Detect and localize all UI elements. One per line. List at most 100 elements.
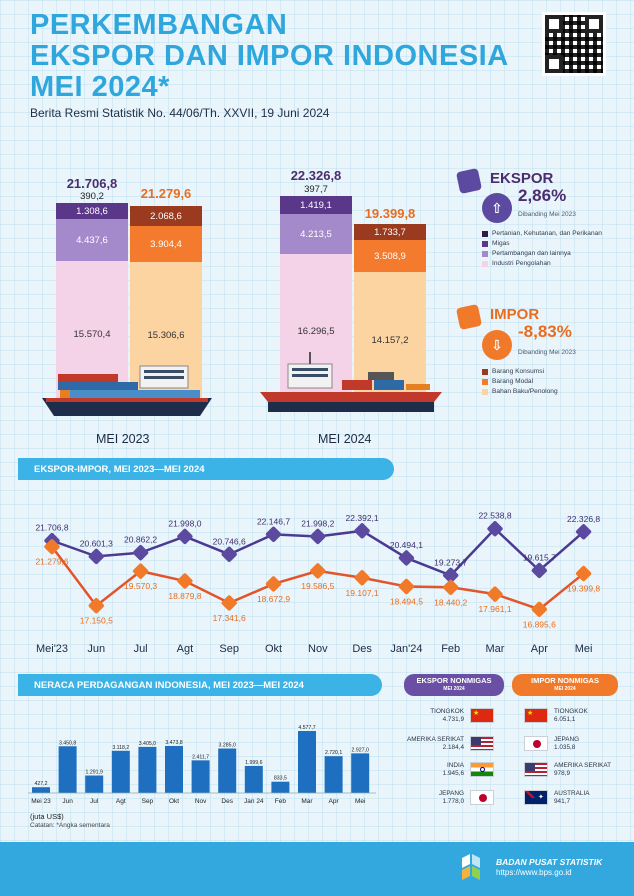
ekspor-pertanian-2024: 397,7	[304, 184, 328, 195]
bar-value-label: 3.473,8	[165, 740, 182, 746]
country-name: JEPANG	[554, 736, 580, 743]
country-name: INDIA	[446, 762, 464, 769]
subtitle: Berita Resmi Statistik No. 44/06/Th. XXV…	[30, 106, 330, 120]
bar	[191, 760, 210, 793]
arrow-up-icon: ⇧	[482, 193, 512, 223]
bar-value-label: 2.720,1	[325, 750, 342, 756]
bps-logo-icon[interactable]	[456, 852, 486, 882]
bar-value-label: 3.405,0	[139, 741, 156, 747]
agency-url[interactable]: https://www.bps.go.id	[496, 868, 572, 877]
ekspor-note: Dibanding Mei 2023	[518, 211, 576, 218]
seg-konsumsi: 2.068,6	[130, 206, 202, 226]
seg-pertambangan: 4.437,6	[56, 219, 128, 261]
qr-corner	[545, 55, 563, 73]
usa-flag-icon	[524, 762, 548, 777]
country-value: 2.184,4	[442, 744, 464, 751]
bar	[271, 781, 290, 793]
label-may-2024: MEI 2024	[318, 432, 372, 446]
country-entry: JEPANG 1.778,0	[398, 790, 464, 806]
country-name: TIONGKOK	[554, 708, 588, 715]
legend-bahan-baku: Bahan Baku/Penolong	[482, 388, 558, 395]
ekspor-nonmigas-pill: EKSPOR NONMIGAS MEI 2024	[404, 674, 504, 696]
bar-category-label: Sep	[142, 798, 154, 805]
bar	[58, 746, 77, 793]
bar-value-label: 3.285,0	[219, 743, 236, 749]
qr-corner	[545, 15, 563, 33]
line-section-banner: EKSPOR-IMPOR, MEI 2023—MEI 2024	[18, 458, 394, 480]
page-title: PERKEMBANGAN EKSPOR DAN IMPOR INDONESIA …	[30, 10, 509, 103]
seg-modal: 3.508,9	[354, 240, 426, 272]
title-line-2: EKSPOR DAN IMPOR INDONESIA	[30, 40, 509, 72]
bar-value-label: 1.291,9	[86, 770, 103, 776]
legend-pertambangan: Pertambangan dan lainnya	[482, 250, 571, 257]
country-name: AUSTRALIA	[554, 790, 590, 797]
bar-value-label: 833,5	[274, 776, 287, 782]
seg-migas: 1.419,1	[280, 196, 352, 214]
country-name: TIONGKOK	[430, 708, 464, 715]
bar	[85, 775, 104, 793]
country-value: 4.731,9	[442, 716, 464, 723]
impor-total-2023: 21.279,6	[140, 186, 192, 201]
footnote: Catatan: *Angka sementara	[30, 822, 110, 829]
bar-category-label: Jul	[90, 798, 99, 805]
country-value: 1.778,0	[442, 798, 464, 805]
legend-migas: Migas	[482, 240, 510, 247]
country-entry: TIONGKOK 6.051,1	[554, 708, 626, 724]
seg-modal: 3.904,4	[130, 226, 202, 262]
japan-flag-icon	[524, 736, 548, 751]
bar	[324, 756, 343, 793]
country-entry: JEPANG 1.035,8	[554, 736, 626, 752]
impor-title: IMPOR	[490, 306, 540, 323]
footer-bar	[0, 842, 634, 896]
bar-value-label: 2.927,0	[352, 747, 369, 753]
title-line-3: MEI 2024*	[30, 71, 170, 103]
india-flag-icon	[470, 762, 494, 777]
country-value: 1.035,8	[554, 744, 576, 751]
title-line-1: PERKEMBANGAN	[30, 9, 288, 41]
cargo-ship-icon	[260, 352, 442, 412]
seg-konsumsi: 1.733,7	[354, 224, 426, 240]
bar	[111, 750, 130, 793]
qr-code-icon[interactable]	[542, 12, 606, 76]
japan-flag-icon	[470, 790, 494, 805]
bar-category-label: Mei 23	[31, 798, 51, 805]
bar-category-label: Mar	[301, 798, 313, 805]
bar-category-label: Apr	[329, 798, 340, 805]
country-entry: INDIA 1.945,6	[398, 762, 464, 778]
bar-value-label: 1.999,6	[245, 760, 262, 766]
country-name: AMERIKA SERIKAT	[406, 736, 464, 743]
impor-growth: -8,83%	[518, 322, 572, 341]
bar	[298, 731, 316, 793]
impor-note: Dibanding Mei 2023	[518, 349, 576, 356]
bar-value-label: 2.411,7	[192, 754, 209, 760]
bar-category-label: Jun	[62, 798, 73, 805]
country-value: 6.051,1	[554, 716, 576, 723]
china-flag-icon: ★	[524, 708, 548, 723]
ekspor-title: EKSPOR	[490, 170, 554, 187]
legend-pertanian: Pertanian, Kehutanan, dan Perikanan	[482, 230, 602, 237]
bar	[244, 765, 263, 793]
country-name: AMERIKA SERIKAT	[554, 762, 612, 769]
impor-nonmigas-pill: IMPOR NONMIGAS MEI 2024	[512, 674, 618, 696]
legend-industri: Industri Pengolahan	[482, 260, 551, 267]
label-may-2023: MEI 2023	[96, 432, 150, 446]
bar-category-label: Agt	[116, 798, 126, 805]
country-value: 941,7	[554, 798, 570, 805]
bar-value-label: 3.118,2	[112, 745, 129, 751]
ekspor-growth: 2,86%	[518, 186, 567, 205]
arrow-down-icon: ⇩	[482, 330, 512, 360]
bar-category-label: Mei	[355, 798, 365, 805]
ekspor-total-2024: 22.326,8	[290, 168, 342, 183]
ekspor-total-2023: 21.706,8	[66, 176, 118, 191]
seg-migas: 1.308,6	[56, 203, 128, 219]
seg-pertambangan: 4.213,5	[280, 214, 352, 254]
ekspor-pertanian-2023: 390,2	[80, 191, 104, 202]
bar-category-label: Jan 24	[244, 798, 264, 805]
bar-value-label: 427,2	[35, 781, 48, 787]
qr-corner	[585, 15, 603, 33]
country-name: JEPANG	[438, 790, 464, 797]
bar	[165, 745, 183, 793]
bar-category-label: Feb	[275, 798, 287, 805]
legend-modal: Barang Modal	[482, 378, 533, 385]
